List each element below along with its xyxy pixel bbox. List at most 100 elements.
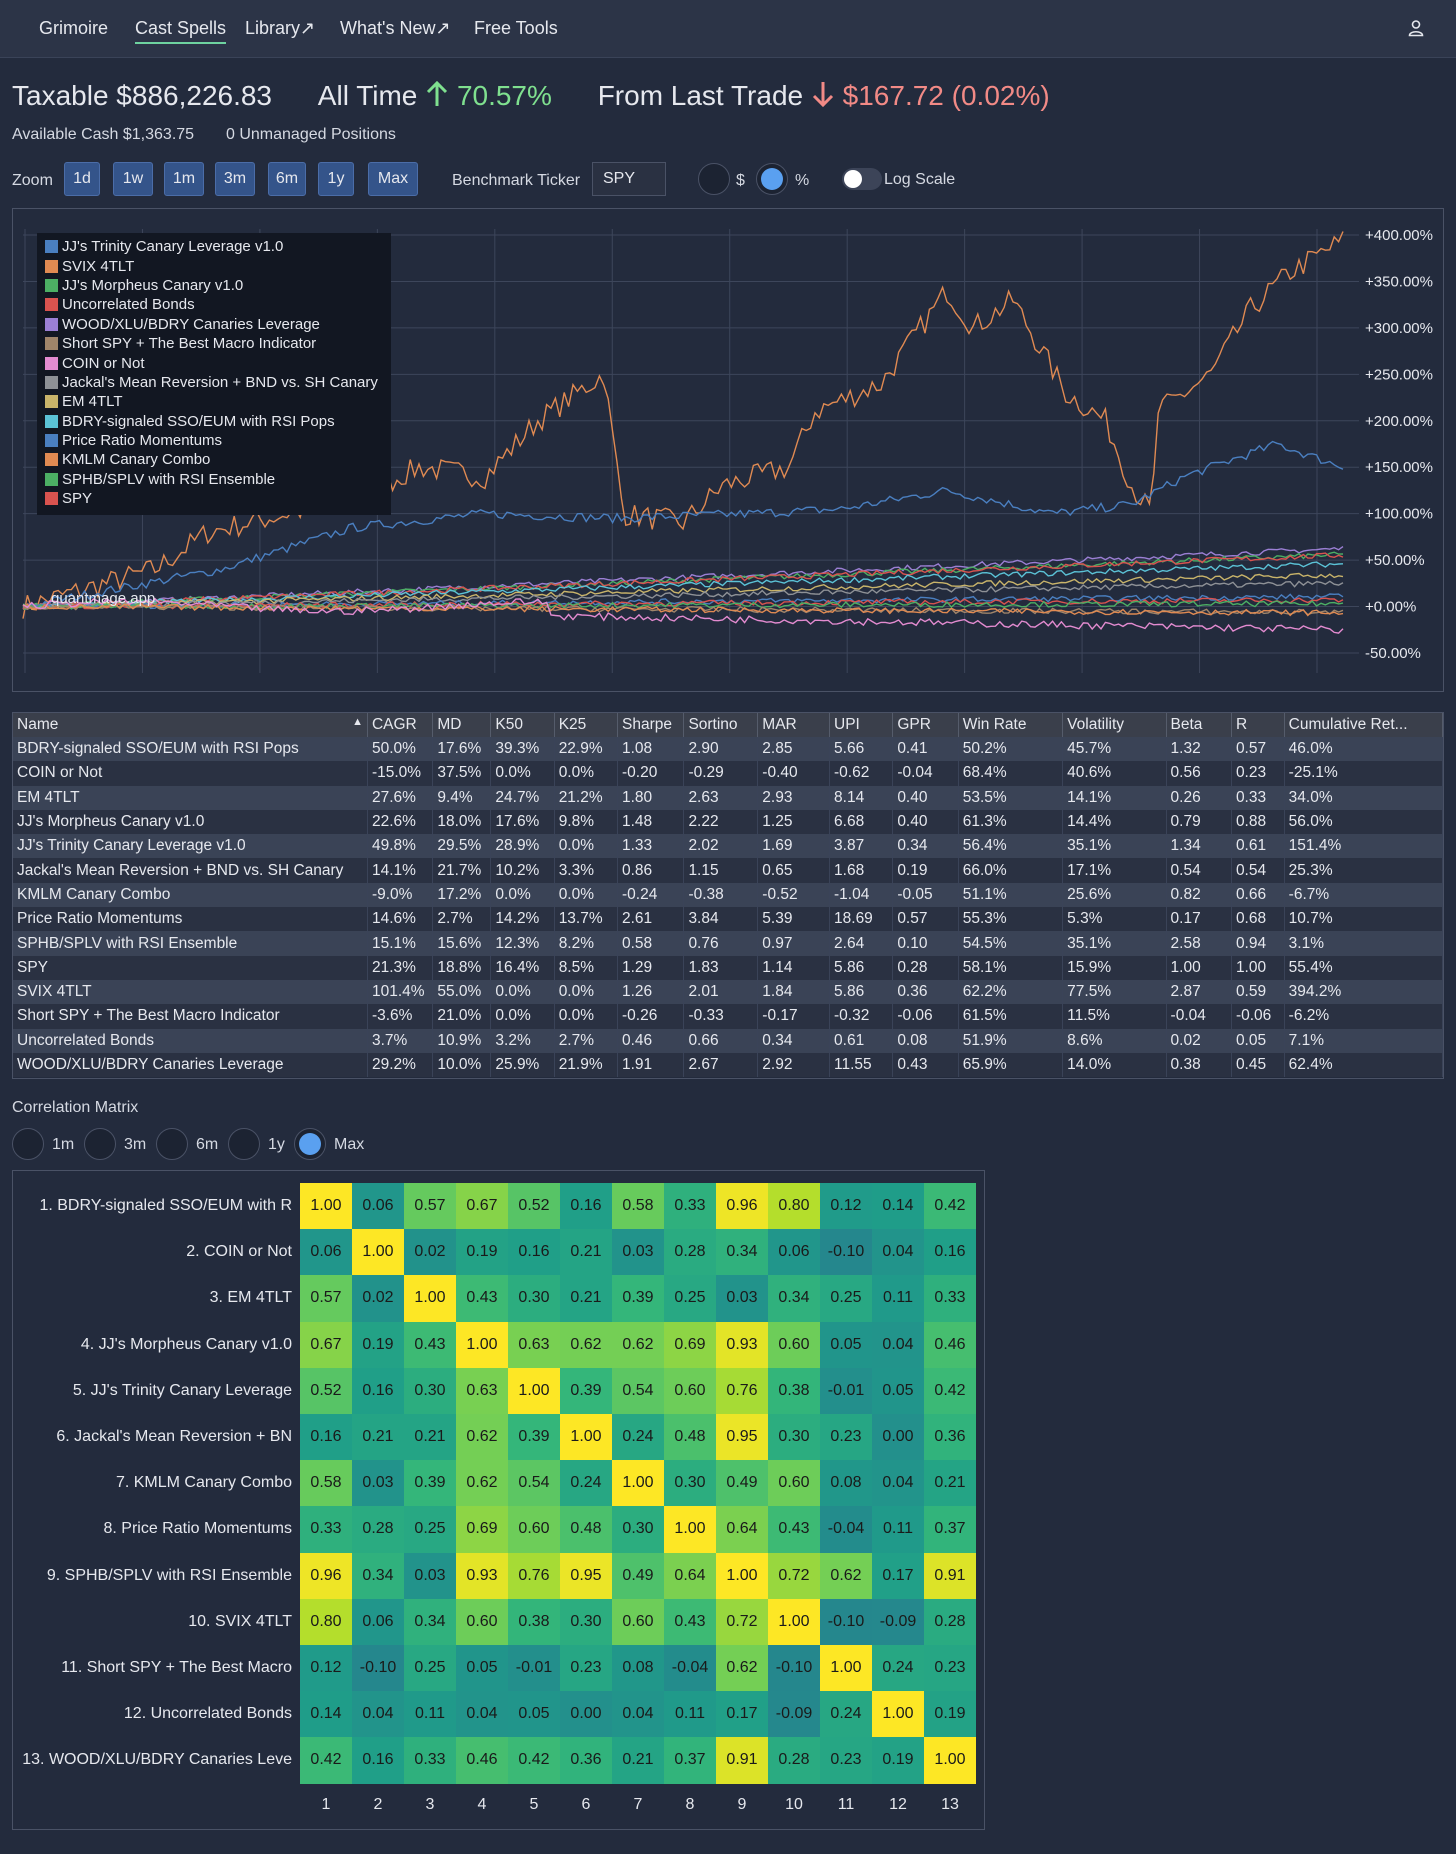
column-header[interactable]: MD xyxy=(432,713,492,737)
legend-swatch xyxy=(45,395,58,409)
corr-cell: 0.96 xyxy=(716,1183,768,1230)
y-tick-label: -50.00% xyxy=(1365,645,1421,662)
table-row[interactable]: Price Ratio Momentums 14.6% 2.7% 14.2% 13.7%… xyxy=(13,907,1444,932)
zoom-max-button[interactable]: Max xyxy=(368,162,418,196)
legend-item[interactable]: KMLM Canary Combo xyxy=(45,450,383,469)
legend-item[interactable]: Short SPY + The Best Macro Indicator xyxy=(45,334,383,353)
table-cell: 2.87 xyxy=(1166,979,1232,1005)
corr-cell: 0.54 xyxy=(612,1367,664,1414)
table-row[interactable]: JJ's Morpheus Canary v1.0 22.6% 18.0% 17.6%… xyxy=(13,809,1444,835)
column-header[interactable]: Win Rate xyxy=(958,713,1064,737)
legend-item[interactable]: EM 4TLT xyxy=(45,392,383,411)
table-cell: 6.68 xyxy=(829,809,894,835)
y-tick-label: +150.00% xyxy=(1365,459,1433,476)
corr-cell: 0.62 xyxy=(560,1321,612,1368)
legend-item[interactable]: COIN or Not xyxy=(45,353,383,372)
table-cell: 3.1% xyxy=(1284,931,1444,956)
legend-item[interactable]: Jackal's Mean Reversion + BND vs. SH Can… xyxy=(45,373,383,392)
corr-period-radio[interactable] xyxy=(156,1128,188,1160)
user-icon[interactable] xyxy=(1406,18,1426,38)
corr-period-radio[interactable] xyxy=(12,1128,44,1160)
table-row[interactable]: SPHB/SPLV with RSI Ensemble 15.1% 15.6% 12.… xyxy=(13,931,1444,956)
legend-item[interactable]: Price Ratio Momentums xyxy=(45,431,383,450)
legend-item[interactable]: BDRY-signaled SSO/EUM with RSI Pops xyxy=(45,412,383,431)
table-row[interactable]: KMLM Canary Combo -9.0% 17.2% 0.0% 0.0% -0.24… xyxy=(13,882,1444,908)
column-header[interactable]: UPI xyxy=(829,713,894,737)
table-row[interactable]: Short SPY + The Best Macro Indicator -3.6… xyxy=(13,1004,1444,1029)
table-cell: 55.3% xyxy=(958,907,1064,932)
chart-legend: JJ's Trinity Canary Leverage v1.0 SVIX 4T… xyxy=(37,233,391,515)
corr-cell: 0.08 xyxy=(612,1645,664,1692)
nav-library[interactable]: Library↗ xyxy=(245,18,316,38)
corr-cell: 0.57 xyxy=(300,1275,352,1322)
legend-item[interactable]: JJ's Trinity Canary Leverage v1.0 xyxy=(45,237,383,256)
legend-label: COIN or Not xyxy=(62,354,145,372)
log-scale-toggle[interactable] xyxy=(842,168,882,190)
column-header[interactable]: K25 xyxy=(554,713,618,737)
benchmark-ticker-input[interactable] xyxy=(592,162,666,196)
table-cell: 0.82 xyxy=(1166,882,1232,908)
table-cell: -0.52 xyxy=(757,882,831,908)
legend-swatch xyxy=(45,472,58,486)
table-cell: -0.33 xyxy=(683,1004,759,1029)
legend-item[interactable]: Uncorrelated Bonds xyxy=(45,295,383,314)
zoom-1d-button[interactable]: 1d xyxy=(64,162,100,196)
table-row[interactable]: SVIX 4TLT 101.4% 55.0% 0.0% 0.0% 1.26 2.01 1.84… xyxy=(13,979,1444,1005)
table-row[interactable]: Uncorrelated Bonds 3.7% 10.9% 3.2% 2.7% 0.46 0… xyxy=(13,1028,1444,1053)
table-cell: Short SPY + The Best Macro Indicator xyxy=(13,1004,368,1029)
corr-cell: 0.91 xyxy=(716,1737,768,1784)
column-header[interactable]: CAGR xyxy=(367,713,434,737)
table-row[interactable]: SPY 21.3% 18.8% 16.4% 8.5% 1.29 1.83 1.14 5.86 0.… xyxy=(13,955,1444,980)
table-cell: 21.2% xyxy=(554,785,618,810)
table-row[interactable]: COIN or Not -15.0% 37.5% 0.0% 0.0% -0.20 -0.29… xyxy=(13,761,1444,786)
column-header[interactable]: Name ▲ xyxy=(13,713,368,737)
zoom-1w-button[interactable]: 1w xyxy=(113,162,153,196)
corr-cell: 1.00 xyxy=(716,1552,768,1599)
unit-dollar-radio[interactable] xyxy=(698,163,730,195)
table-cell: 0.88 xyxy=(1231,809,1285,835)
table-row[interactable]: JJ's Trinity Canary Leverage v1.0 49.8% 29… xyxy=(13,834,1444,859)
legend-item[interactable]: SVIX 4TLT xyxy=(45,256,383,275)
column-header[interactable]: Beta xyxy=(1166,713,1232,737)
nav-free-tools[interactable]: Free Tools xyxy=(474,18,558,38)
table-cell: 14.1% xyxy=(1062,785,1167,810)
corr-row-label: 7. KMLM Canary Combo xyxy=(115,1474,292,1492)
corr-period-radio[interactable] xyxy=(84,1128,116,1160)
zoom-1y-button[interactable]: 1y xyxy=(318,162,354,196)
table-row[interactable]: BDRY-signaled SSO/EUM with RSI Pops 50.0%… xyxy=(13,737,1444,762)
nav-whats-new[interactable]: What's New↗ xyxy=(340,18,451,38)
zoom-1m-button[interactable]: 1m xyxy=(164,162,204,196)
table-row[interactable]: WOOD/XLU/BDRY Canaries Leverage 29.2% 10.0… xyxy=(13,1052,1444,1078)
table-cell: 62.4% xyxy=(1284,1052,1444,1078)
column-header[interactable]: GPR xyxy=(892,713,959,737)
nav-grimoire[interactable]: Grimoire xyxy=(39,18,109,38)
table-row[interactable]: Jackal's Mean Reversion + BND vs. SH Can… xyxy=(13,858,1444,883)
corr-period-radio[interactable] xyxy=(228,1128,260,1160)
column-header[interactable]: R xyxy=(1231,713,1285,737)
corr-cell: 0.16 xyxy=(352,1367,404,1414)
legend-item[interactable]: SPHB/SPLV with RSI Ensemble xyxy=(45,470,383,489)
column-header[interactable]: Sortino xyxy=(683,713,759,737)
corr-col-label: 10 xyxy=(785,1795,803,1813)
column-header[interactable]: Cumulative Ret... xyxy=(1284,713,1444,737)
table-cell: 0.86 xyxy=(617,858,685,883)
series-line xyxy=(22,603,1344,617)
column-header[interactable]: Volatility xyxy=(1062,713,1167,737)
unit-percent-radio[interactable] xyxy=(756,163,788,195)
legend-item[interactable]: JJ's Morpheus Canary v1.0 xyxy=(45,276,383,295)
table-cell: 15.9% xyxy=(1062,955,1167,980)
legend-item[interactable]: SPY xyxy=(45,489,383,508)
corr-cell: 0.05 xyxy=(820,1321,872,1368)
table-cell: -0.06 xyxy=(892,1004,959,1029)
column-header[interactable]: K50 xyxy=(490,713,555,737)
corr-cell: 1.00 xyxy=(924,1737,976,1784)
legend-item[interactable]: WOOD/XLU/BDRY Canaries Leverage xyxy=(45,315,383,334)
column-header[interactable]: MAR xyxy=(757,713,831,737)
zoom-3m-button[interactable]: 3m xyxy=(215,162,255,196)
nav-cast-spells[interactable]: Cast Spells xyxy=(135,18,227,44)
corr-period-radio[interactable] xyxy=(294,1128,326,1160)
column-header[interactable]: Sharpe xyxy=(617,713,685,737)
correlation-title: Correlation Matrix xyxy=(12,1099,139,1116)
table-row[interactable]: EM 4TLT 27.6% 9.4% 24.7% 21.2% 1.80 2.63 2.93 8.… xyxy=(13,785,1444,810)
zoom-6m-button[interactable]: 6m xyxy=(268,162,306,196)
